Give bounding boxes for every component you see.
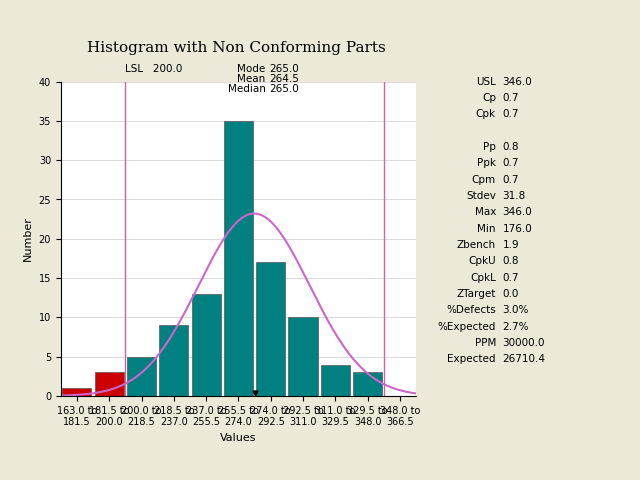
Text: Pp: Pp bbox=[483, 142, 496, 152]
Text: CpkU: CpkU bbox=[468, 256, 496, 266]
Text: CpkL: CpkL bbox=[470, 273, 496, 283]
Text: 1.9: 1.9 bbox=[502, 240, 519, 250]
Y-axis label: Number: Number bbox=[23, 216, 33, 261]
Text: 0.7: 0.7 bbox=[502, 93, 519, 103]
Bar bbox=[63, 388, 92, 396]
Bar bbox=[127, 357, 156, 396]
Text: Min: Min bbox=[477, 224, 496, 234]
Bar bbox=[353, 372, 382, 396]
Bar bbox=[256, 263, 285, 396]
Bar bbox=[159, 325, 188, 396]
Bar bbox=[191, 294, 221, 396]
Text: Ppk: Ppk bbox=[477, 158, 496, 168]
Text: Max: Max bbox=[475, 207, 496, 217]
Text: PPM: PPM bbox=[475, 338, 496, 348]
Text: ZTarget: ZTarget bbox=[456, 289, 496, 299]
Text: Expected: Expected bbox=[447, 354, 496, 364]
Text: Median: Median bbox=[228, 84, 266, 94]
Text: Cpk: Cpk bbox=[476, 109, 496, 120]
Text: 2.7%: 2.7% bbox=[502, 322, 529, 332]
Bar bbox=[95, 372, 124, 396]
Text: 0.7: 0.7 bbox=[502, 273, 519, 283]
Text: 265.0: 265.0 bbox=[269, 64, 298, 74]
Text: 265.0: 265.0 bbox=[269, 84, 298, 94]
Text: 3.0%: 3.0% bbox=[502, 305, 529, 315]
Text: Stdev: Stdev bbox=[466, 191, 496, 201]
Text: Mode: Mode bbox=[237, 64, 266, 74]
Text: 0.8: 0.8 bbox=[502, 142, 519, 152]
Bar bbox=[289, 317, 317, 396]
Bar bbox=[321, 365, 350, 396]
Text: Zbench: Zbench bbox=[457, 240, 496, 250]
Text: Cpm: Cpm bbox=[472, 175, 496, 185]
Text: 0.7: 0.7 bbox=[502, 109, 519, 120]
Text: 346.0: 346.0 bbox=[502, 207, 532, 217]
Text: USL: USL bbox=[476, 77, 496, 87]
X-axis label: Values: Values bbox=[220, 433, 257, 443]
Text: 264.5: 264.5 bbox=[269, 74, 299, 84]
Text: 346.0: 346.0 bbox=[502, 77, 532, 87]
Text: LSL   200.0: LSL 200.0 bbox=[125, 64, 182, 74]
Text: %Expected: %Expected bbox=[438, 322, 496, 332]
Text: Cp: Cp bbox=[482, 93, 496, 103]
Text: 0.7: 0.7 bbox=[502, 175, 519, 185]
Text: 30000.0: 30000.0 bbox=[502, 338, 545, 348]
Text: 176.0: 176.0 bbox=[502, 224, 532, 234]
Text: 31.8: 31.8 bbox=[502, 191, 525, 201]
Text: 0.0: 0.0 bbox=[502, 289, 519, 299]
Text: 26710.4: 26710.4 bbox=[502, 354, 545, 364]
Text: Histogram with Non Conforming Parts: Histogram with Non Conforming Parts bbox=[88, 41, 386, 55]
Text: 0.7: 0.7 bbox=[502, 158, 519, 168]
Text: 0.8: 0.8 bbox=[502, 256, 519, 266]
Text: Mean: Mean bbox=[237, 74, 266, 84]
Bar bbox=[224, 121, 253, 396]
Text: %Defects: %Defects bbox=[446, 305, 496, 315]
